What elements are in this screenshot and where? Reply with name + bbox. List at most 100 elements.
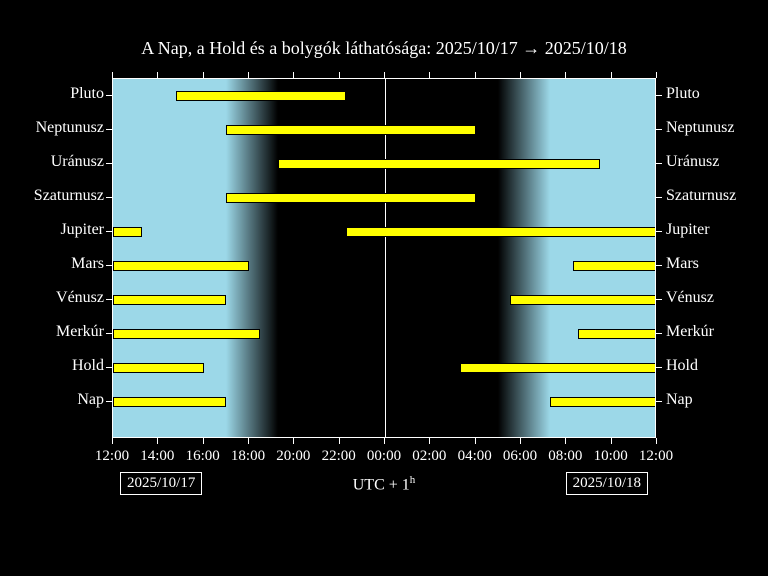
plot-area bbox=[112, 78, 656, 438]
y-label-left: Vénusz bbox=[56, 289, 104, 307]
y-label-left: Hold bbox=[72, 357, 104, 375]
x-tick-mark-top bbox=[384, 72, 385, 78]
x-tick-mark-top bbox=[565, 72, 566, 78]
visibility-bar bbox=[550, 397, 656, 407]
x-tick-label: 02:00 bbox=[412, 448, 446, 465]
x-tick-mark-top bbox=[656, 72, 657, 78]
y-label-left: Neptunusz bbox=[36, 119, 104, 137]
visibility-bar bbox=[346, 227, 656, 237]
y-label-right: Szaturnusz bbox=[666, 187, 736, 205]
x-tick-mark bbox=[565, 438, 566, 444]
x-tick-label: 04:00 bbox=[458, 448, 492, 465]
x-tick-mark bbox=[384, 438, 385, 444]
y-label-left: Jupiter bbox=[60, 221, 104, 239]
x-tick-mark bbox=[429, 438, 430, 444]
x-tick-label: 22:00 bbox=[322, 448, 356, 465]
y-tick-mark bbox=[656, 367, 662, 368]
y-tick-mark bbox=[656, 231, 662, 232]
date-left-box: 2025/10/17 bbox=[120, 472, 202, 495]
y-label-left: Uránusz bbox=[51, 153, 104, 171]
y-tick-mark bbox=[656, 299, 662, 300]
x-tick-label: 10:00 bbox=[594, 448, 628, 465]
x-tick-mark bbox=[339, 438, 340, 444]
visibility-bar bbox=[278, 159, 600, 169]
y-tick-mark bbox=[106, 197, 112, 198]
visibility-bar bbox=[113, 397, 226, 407]
y-tick-mark bbox=[656, 265, 662, 266]
x-tick-label: 00:00 bbox=[367, 448, 401, 465]
y-label-right: Mars bbox=[666, 255, 699, 273]
x-tick-label: 12:00 bbox=[639, 448, 673, 465]
y-label-right: Pluto bbox=[666, 85, 700, 103]
y-tick-mark bbox=[106, 95, 112, 96]
visibility-bar bbox=[113, 329, 260, 339]
x-tick-mark-top bbox=[112, 72, 113, 78]
x-tick-mark bbox=[475, 438, 476, 444]
x-tick-label: 14:00 bbox=[140, 448, 174, 465]
visibility-bar bbox=[573, 261, 656, 271]
x-tick-mark bbox=[293, 438, 294, 444]
x-tick-label: 20:00 bbox=[276, 448, 310, 465]
chart-container: A Nap, a Hold és a bolygók láthatósága: … bbox=[0, 0, 768, 576]
visibility-bar bbox=[176, 91, 346, 101]
y-label-right: Vénusz bbox=[666, 289, 714, 307]
x-tick-mark-top bbox=[248, 72, 249, 78]
y-tick-mark bbox=[106, 299, 112, 300]
x-tick-label: 18:00 bbox=[231, 448, 265, 465]
x-tick-mark-top bbox=[203, 72, 204, 78]
y-label-right: Merkúr bbox=[666, 323, 714, 341]
y-tick-mark bbox=[106, 231, 112, 232]
y-tick-mark bbox=[106, 265, 112, 266]
y-tick-mark bbox=[656, 163, 662, 164]
x-tick-label: 12:00 bbox=[95, 448, 129, 465]
y-label-right: Neptunusz bbox=[666, 119, 734, 137]
x-tick-mark-top bbox=[157, 72, 158, 78]
x-tick-mark bbox=[611, 438, 612, 444]
visibility-bar bbox=[226, 125, 475, 135]
x-tick-label: 16:00 bbox=[186, 448, 220, 465]
timezone-label: UTC + 1h bbox=[353, 474, 416, 494]
visibility-bar bbox=[113, 295, 226, 305]
visibility-bar bbox=[113, 227, 142, 237]
y-tick-mark bbox=[656, 333, 662, 334]
visibility-bar bbox=[113, 261, 249, 271]
y-tick-mark bbox=[106, 333, 112, 334]
x-tick-mark bbox=[112, 438, 113, 444]
x-tick-mark-top bbox=[429, 72, 430, 78]
y-label-left: Merkúr bbox=[56, 323, 104, 341]
y-label-right: Uránusz bbox=[666, 153, 719, 171]
y-tick-mark bbox=[106, 401, 112, 402]
x-tick-label: 08:00 bbox=[548, 448, 582, 465]
x-tick-mark bbox=[520, 438, 521, 444]
y-label-right: Hold bbox=[666, 357, 698, 375]
y-label-left: Pluto bbox=[70, 85, 104, 103]
x-tick-mark-top bbox=[611, 72, 612, 78]
visibility-bar bbox=[460, 363, 656, 373]
y-tick-mark bbox=[656, 401, 662, 402]
y-label-left: Szaturnusz bbox=[34, 187, 104, 205]
y-label-right: Jupiter bbox=[666, 221, 710, 239]
x-tick-mark bbox=[157, 438, 158, 444]
y-tick-mark bbox=[106, 129, 112, 130]
x-tick-mark-top bbox=[475, 72, 476, 78]
y-tick-mark bbox=[656, 197, 662, 198]
x-tick-mark-top bbox=[520, 72, 521, 78]
x-tick-mark bbox=[203, 438, 204, 444]
y-label-left: Mars bbox=[71, 255, 104, 273]
visibility-bar bbox=[510, 295, 656, 305]
y-label-right: Nap bbox=[666, 391, 693, 409]
x-tick-mark bbox=[248, 438, 249, 444]
y-tick-mark bbox=[106, 367, 112, 368]
x-tick-label: 06:00 bbox=[503, 448, 537, 465]
x-tick-mark bbox=[656, 438, 657, 444]
y-tick-mark bbox=[106, 163, 112, 164]
chart-title: A Nap, a Hold és a bolygók láthatósága: … bbox=[0, 38, 768, 59]
y-label-left: Nap bbox=[77, 391, 104, 409]
y-tick-mark bbox=[656, 95, 662, 96]
visibility-bar bbox=[113, 363, 204, 373]
x-tick-mark-top bbox=[339, 72, 340, 78]
y-tick-mark bbox=[656, 129, 662, 130]
visibility-bar bbox=[226, 193, 475, 203]
visibility-bar bbox=[578, 329, 656, 339]
x-tick-mark-top bbox=[293, 72, 294, 78]
